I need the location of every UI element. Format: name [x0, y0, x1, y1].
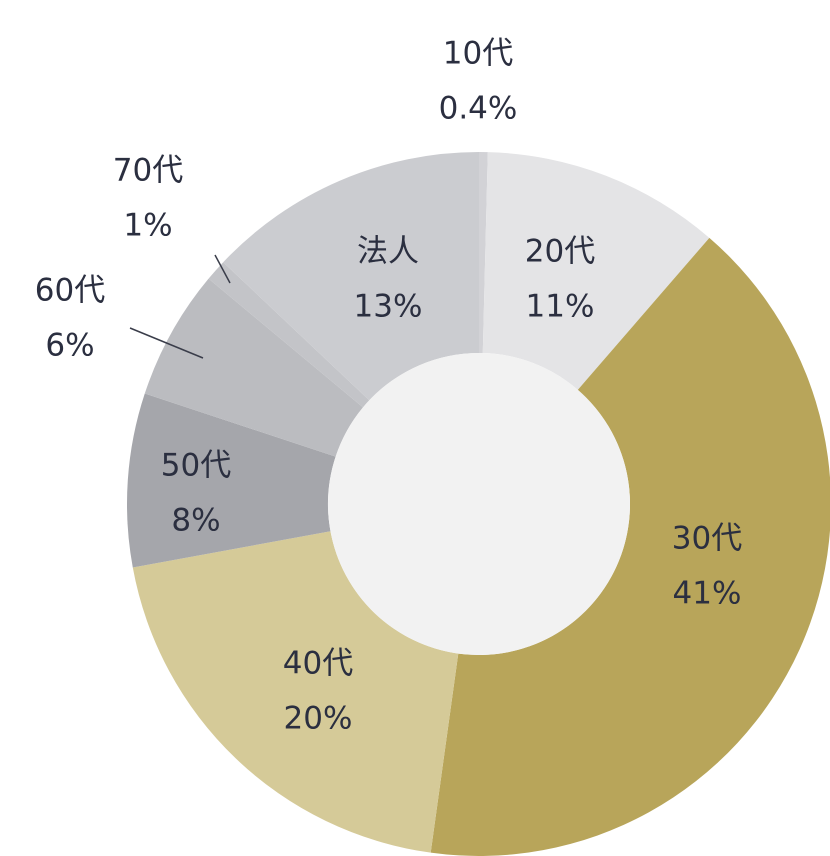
- slice-category-label: 10代: [443, 36, 513, 72]
- slice-category-label: 法人: [357, 234, 419, 270]
- slice-category-label: 40代: [283, 646, 353, 682]
- slice-value-label: 0.4%: [439, 91, 518, 127]
- slice-category-label: 50代: [161, 448, 231, 484]
- slice-category-label: 20代: [525, 234, 595, 270]
- donut-slice: [479, 152, 488, 354]
- slice-value-label: 13%: [354, 289, 423, 325]
- leader-line: [129, 327, 204, 359]
- slice-category-label: 70代: [113, 153, 183, 189]
- slice-value-label: 6%: [45, 328, 94, 364]
- donut-slice: [144, 278, 363, 457]
- donut-slice: [430, 237, 830, 856]
- donut-hole: [328, 353, 630, 655]
- donut-slice: [127, 393, 336, 568]
- slice-value-label: 1%: [123, 208, 172, 244]
- donut-slice: [132, 531, 459, 853]
- donut-slice: [223, 152, 479, 401]
- slice-value-label: 8%: [171, 503, 220, 539]
- donut-slice: [208, 262, 370, 408]
- leader-line: [214, 254, 231, 284]
- slice-value-label: 20%: [284, 701, 353, 737]
- slice-category-label: 60代: [35, 273, 105, 309]
- slice-value-label: 41%: [673, 576, 742, 612]
- slice-category-label: 30代: [672, 521, 742, 557]
- donut-slice: [482, 152, 710, 390]
- slice-value-label: 11%: [526, 289, 595, 325]
